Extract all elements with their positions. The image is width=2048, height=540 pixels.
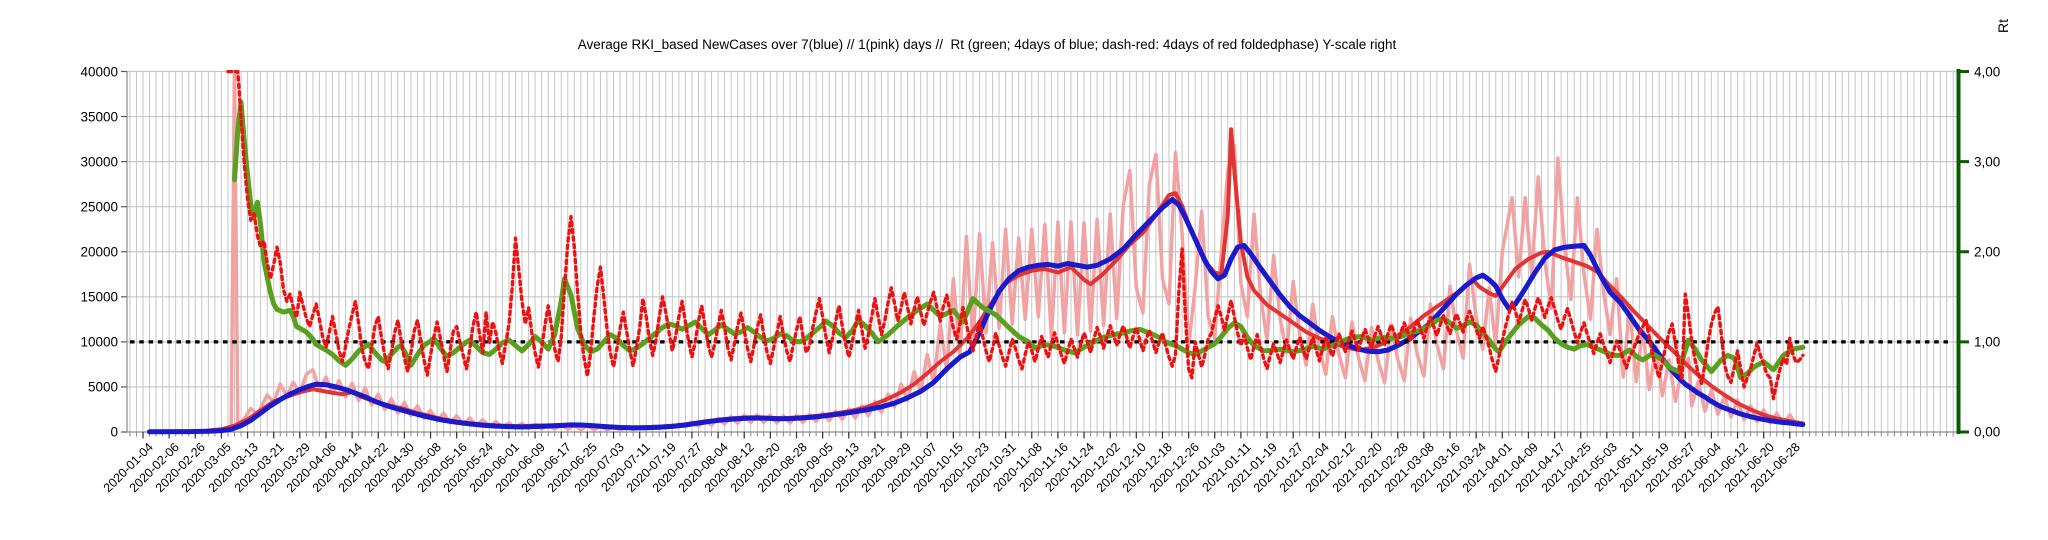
right-axis-tick-label: 0,00 bbox=[1974, 424, 2001, 440]
right-axis-title: Rt bbox=[1995, 19, 2011, 33]
right-axis-tick-label: 2,00 bbox=[1974, 244, 2001, 260]
right-axis-tick-label: 4,00 bbox=[1974, 64, 2001, 79]
left-axis-tick-label: 20000 bbox=[80, 244, 118, 260]
chart-title: Average RKI_based NewCases over 7(blue) … bbox=[577, 37, 1397, 52]
series-pink_1day bbox=[193, 70, 1805, 434]
series-rt_green bbox=[232, 99, 1806, 381]
series-blue_7day bbox=[147, 197, 1806, 435]
left-axis-tick-label: 0 bbox=[110, 424, 118, 440]
left-axis-tick-label: 5000 bbox=[87, 379, 118, 395]
left-axis-tick-label: 40000 bbox=[80, 64, 118, 79]
left-axis-tick-label: 30000 bbox=[80, 154, 118, 170]
right-axis-tick-label: 1,00 bbox=[1974, 334, 2001, 350]
left-axis-tick-label: 25000 bbox=[80, 199, 118, 215]
left-axis-tick-label: 10000 bbox=[80, 334, 118, 350]
right-axis-tick-label: 3,00 bbox=[1974, 154, 2001, 170]
series-rt_dash_red bbox=[226, 70, 1805, 401]
left-axis-tick-label: 35000 bbox=[80, 109, 118, 125]
left-axis-tick-label: 15000 bbox=[80, 289, 118, 305]
